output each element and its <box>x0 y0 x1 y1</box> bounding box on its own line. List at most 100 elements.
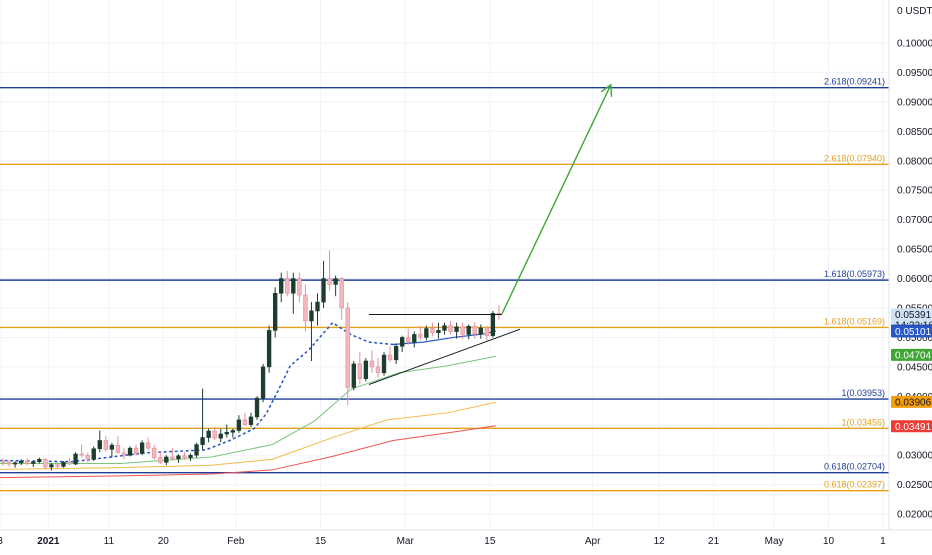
fib-level-label: 1.618(0.05973) <box>824 269 885 279</box>
y-tick-label: 0.07500 <box>897 186 932 197</box>
candle-body <box>31 461 36 464</box>
x-tick-label: 15 <box>484 536 496 547</box>
candle-body <box>333 278 338 285</box>
price-tag-bg <box>891 348 932 361</box>
y-tick-label: 0.07000 <box>897 215 932 226</box>
x-tick-label: Feb <box>227 536 245 547</box>
candle-body <box>351 363 356 388</box>
candle-body <box>103 440 109 450</box>
fib-level-label: 0.618(0.02397) <box>824 480 885 490</box>
candle-body <box>393 345 399 361</box>
candle-body <box>55 464 60 467</box>
candle-body <box>49 464 54 468</box>
candle-body <box>115 444 121 454</box>
candle-body <box>139 442 145 454</box>
candle-body <box>315 301 320 312</box>
price-tag-bg <box>891 395 932 408</box>
fib-level-label: 2.618(0.07940) <box>824 153 885 163</box>
x-tick-label: 15 <box>315 536 327 547</box>
price-axis-unit: 0 USDT <box>897 6 932 17</box>
candle-body <box>67 461 72 465</box>
fib-level-label: 0.618(0.02704) <box>824 462 885 472</box>
candle-body <box>321 278 326 303</box>
y-tick-label: 0.08000 <box>897 156 932 167</box>
candle-body <box>418 334 423 338</box>
candle-body <box>200 437 205 445</box>
candle-body <box>381 354 387 374</box>
y-tick-label: 0.03000 <box>897 451 932 462</box>
candle-body <box>188 454 193 458</box>
candle-body <box>291 278 296 294</box>
x-tick-label: 2021 <box>37 536 60 547</box>
candle-body <box>97 440 102 450</box>
candle-body <box>279 278 284 294</box>
candle-body <box>109 444 115 450</box>
y-tick-label: 0.02500 <box>897 480 932 491</box>
fib-level-label: 1.618(0.05169) <box>824 316 885 326</box>
candle-body <box>399 337 405 347</box>
price-tag-label: 0.05101 <box>895 327 932 338</box>
candle-body <box>303 294 308 322</box>
candle-body <box>484 327 490 336</box>
candle-body <box>230 430 236 433</box>
candle-body <box>43 459 48 468</box>
candle-body <box>454 326 459 332</box>
moving-average-line <box>0 401 497 470</box>
y-tick-label: 0.06000 <box>897 274 932 285</box>
price-tag-label: 0.03491 <box>895 422 932 433</box>
candle-body <box>206 430 211 438</box>
moving-average-line <box>0 355 497 464</box>
candle-body <box>375 366 381 374</box>
candle-body <box>194 444 199 456</box>
candle-body <box>466 325 471 335</box>
x-tick-label: 11 <box>104 536 115 547</box>
candle-body <box>430 328 435 334</box>
candle-body <box>478 327 483 335</box>
y-tick-label: 0.04500 <box>897 362 932 373</box>
candle-body <box>0 460 6 463</box>
projection-arrowhead <box>600 83 613 97</box>
candle-body <box>61 461 66 467</box>
candle-body <box>248 416 254 425</box>
fib-level-label: 1(0.03456) <box>841 417 885 427</box>
candle-body <box>25 460 30 464</box>
candle-body <box>424 328 429 338</box>
x-tick-label: Apr <box>585 536 601 547</box>
candle-body <box>339 278 344 309</box>
candle-body <box>369 360 375 368</box>
candle-body <box>73 453 78 465</box>
candle-body <box>266 330 272 368</box>
y-tick-label: 0.06500 <box>897 245 932 256</box>
candle-body <box>176 455 181 460</box>
candle-body <box>182 455 187 458</box>
y-tick-label: 0.02000 <box>897 510 932 521</box>
price-tag-label: 0.03906 <box>895 397 932 408</box>
x-tick-label: 1 <box>880 536 886 547</box>
candle-body <box>158 457 163 463</box>
candle-body <box>12 462 18 465</box>
candle-body <box>242 419 248 425</box>
candle-body <box>406 337 411 343</box>
candle-body <box>472 325 477 335</box>
candle-body <box>85 454 90 460</box>
candle-body <box>448 325 453 332</box>
candle-body <box>127 447 133 456</box>
y-tick-label: 0.10000 <box>897 38 932 49</box>
fib-levels: 2.618(0.09241) 2.618(0.07940) 1.618(0.0597… <box>0 77 889 492</box>
x-tick-label: 21 <box>708 536 720 547</box>
candles <box>0 250 502 471</box>
candle-body <box>79 453 84 456</box>
candle-body <box>121 452 127 456</box>
candle-body <box>164 456 169 463</box>
candle-body <box>387 354 393 361</box>
candle-body <box>460 326 465 335</box>
candle-body <box>170 456 175 460</box>
candle-body <box>212 430 217 439</box>
candle-body <box>145 442 151 449</box>
candle-body <box>224 431 229 435</box>
x-tick-label: 10 <box>823 536 835 547</box>
candle-body <box>327 278 332 285</box>
